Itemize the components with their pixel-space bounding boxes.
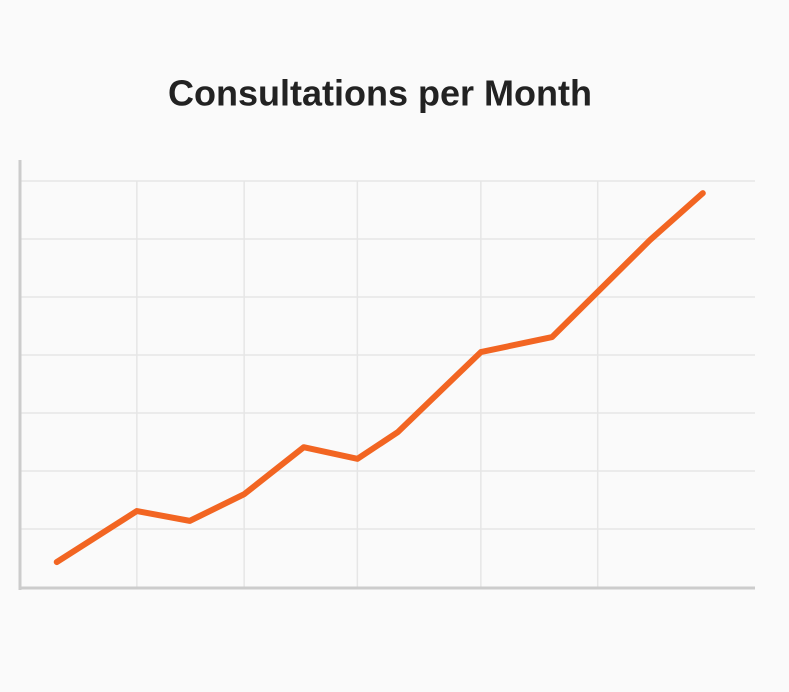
- data-line: [53, 190, 706, 566]
- plot: [53, 190, 706, 566]
- grid: [20, 180, 755, 587]
- chart-title: Consultations per Month: [168, 73, 592, 114]
